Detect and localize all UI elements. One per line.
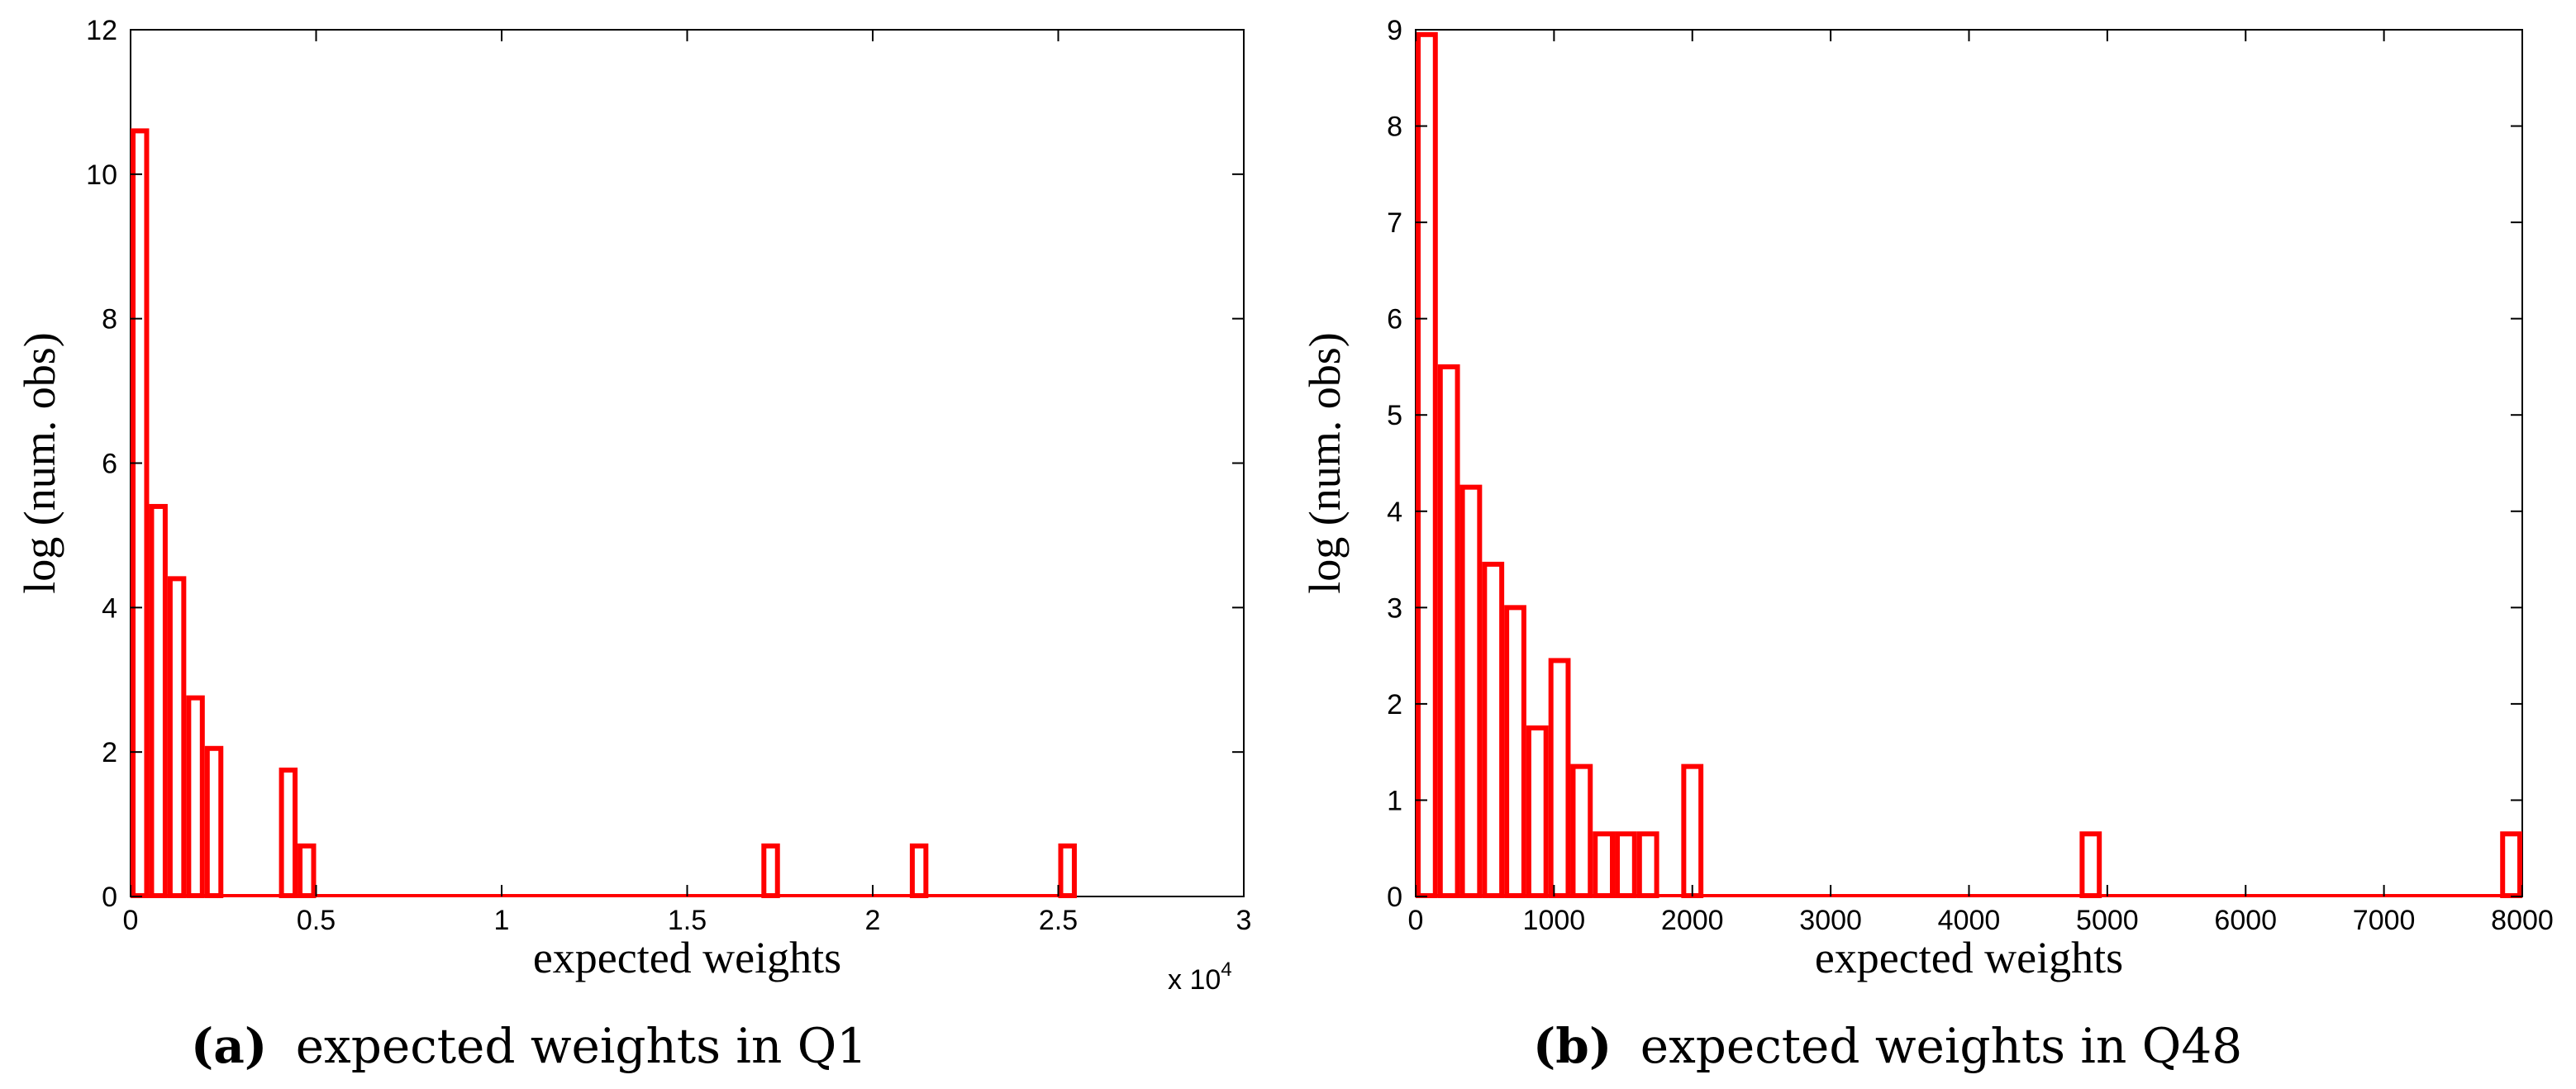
bar xyxy=(1526,725,1549,898)
x-tick-label: 3 xyxy=(1236,905,1252,936)
y-tick-label: 12 xyxy=(86,15,117,46)
y-tick-label: 1 xyxy=(1387,785,1402,816)
x-tick-label: 6000 xyxy=(2214,905,2277,936)
bar xyxy=(1636,831,1659,898)
y-axis-label: log (num. obs) xyxy=(15,332,64,594)
panel-a: 0 0.5 1 1.5 2 2.5 3 0 2 4 6 8 10 12 expected weights lo… xyxy=(15,15,1251,996)
x-tick-label: 7000 xyxy=(2353,905,2416,936)
x-axis-multiplier-base: x 10 xyxy=(1168,964,1221,996)
y-axis-label: log (num. obs) xyxy=(1300,332,1350,594)
bar xyxy=(1615,831,1637,898)
x-tick-label: 1000 xyxy=(1523,905,1586,936)
x-tick-label: 0 xyxy=(123,905,139,936)
panel-b: 0 1000 2000 3000 4000 5000 6000 7000 8000 0 1 2 3 4 5 6… xyxy=(1300,15,2554,982)
bar xyxy=(2500,831,2522,898)
y-tick-label: 0 xyxy=(1387,882,1402,913)
x-tick-label: 1 xyxy=(494,905,510,936)
bar xyxy=(131,128,150,898)
y-tick-label: 0 xyxy=(102,882,117,913)
bar xyxy=(909,843,929,899)
x-tick-label: 1.5 xyxy=(668,905,707,936)
bar xyxy=(1548,658,1571,898)
x-tick-label: 3000 xyxy=(1799,905,1862,936)
bar xyxy=(1416,31,1438,899)
y-tick-label: 5 xyxy=(1387,400,1402,431)
bar xyxy=(1593,831,1616,898)
caption-a-tag: (a) xyxy=(191,1018,267,1074)
bar xyxy=(279,768,298,898)
y-tick-label: 4 xyxy=(1387,497,1402,528)
bar xyxy=(1681,763,1704,899)
bar xyxy=(186,695,205,899)
y-tick-label: 7 xyxy=(1387,207,1402,239)
x-tick-label: 2000 xyxy=(1661,905,1724,936)
y-tick-label: 9 xyxy=(1387,15,1402,46)
bar xyxy=(1459,484,1483,899)
x-axis-label: expected weights xyxy=(1815,933,2123,982)
y-tick-label: 8 xyxy=(1387,112,1402,143)
bar xyxy=(298,843,317,899)
bar xyxy=(204,745,224,898)
y-tick-label: 10 xyxy=(86,159,117,191)
y-tick-label: 8 xyxy=(102,304,117,335)
caption-a: (a) expected weights in Q1 xyxy=(191,1018,867,1074)
x-tick-label: 0.5 xyxy=(297,905,336,936)
x-axis-multiplier-exponent: 4 xyxy=(1221,958,1231,981)
bar xyxy=(1504,605,1526,898)
y-tick-label: 4 xyxy=(102,592,117,624)
bar xyxy=(1437,364,1460,898)
bar xyxy=(1058,843,1077,899)
y-tick-label: 3 xyxy=(1387,592,1402,624)
bar xyxy=(2079,831,2102,898)
caption-b-text: expected weights in Q48 xyxy=(1640,1018,2242,1074)
bar xyxy=(1482,561,1505,899)
caption-b: (b) expected weights in Q48 xyxy=(1533,1018,2242,1074)
y-tick-label: 2 xyxy=(102,737,117,768)
x-axis-multiplier: x 104 xyxy=(1168,958,1232,996)
x-tick-label: 5000 xyxy=(2076,905,2139,936)
x-tick-label: 0 xyxy=(1408,905,1424,936)
caption-b-tag: (b) xyxy=(1533,1018,1612,1074)
x-axis-label: expected weights xyxy=(533,933,841,982)
bar xyxy=(761,843,780,899)
bar xyxy=(1570,763,1593,899)
y-tick-label: 2 xyxy=(1387,689,1402,720)
caption-a-text: expected weights in Q1 xyxy=(296,1018,867,1074)
bar xyxy=(149,503,168,898)
x-tick-label: 2.5 xyxy=(1039,905,1078,936)
x-tick-label: 8000 xyxy=(2491,905,2554,936)
x-tick-label: 4000 xyxy=(1938,905,2001,936)
bar xyxy=(167,576,187,898)
x-tick-label: 2 xyxy=(865,905,881,936)
y-tick-label: 6 xyxy=(1387,304,1402,335)
plot-area-a xyxy=(130,29,1245,897)
y-tick-label: 6 xyxy=(102,449,117,480)
